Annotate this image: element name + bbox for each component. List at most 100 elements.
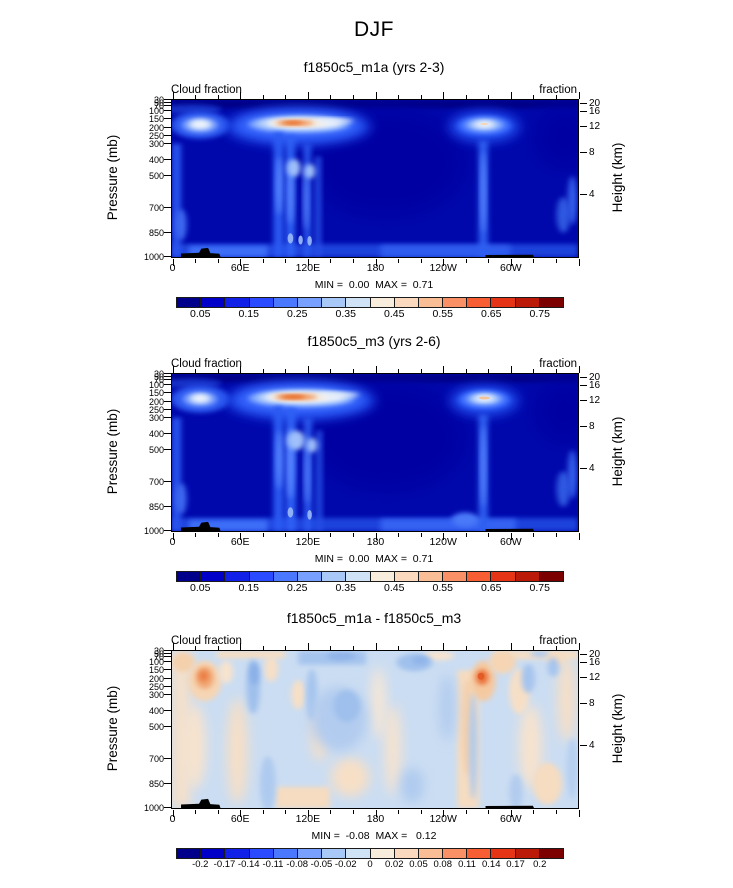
colorbar-tick-label: 0.45 [384, 308, 405, 320]
lon-tick [262, 259, 264, 263]
colorbar [176, 848, 564, 859]
lon-tick [172, 810, 174, 817]
panel-title: f1850c5_m3 (yrs 2-6) [307, 333, 441, 349]
height-tick [580, 151, 587, 153]
lon-tick [352, 259, 354, 263]
page-title: DJF [354, 18, 394, 41]
colorbar-tick-label: -0.14 [237, 859, 260, 870]
height-tick-label: 4 [589, 188, 595, 200]
colorbar-tick-label: -0.2 [192, 859, 209, 870]
colorbar-segment [346, 298, 371, 307]
pressure-tick-label: 50 [153, 372, 164, 383]
pressure-tick-label: 400 [148, 705, 164, 716]
pressure-tick-label: 150 [148, 665, 164, 676]
colorbar-tick-label: 0.14 [482, 859, 501, 870]
pressure-tick [164, 661, 171, 663]
lon-tick [262, 369, 264, 373]
lon-tick [330, 259, 332, 263]
lon-tick-label: 180 [366, 536, 385, 548]
lon-tick [352, 810, 354, 814]
lon-tick [533, 533, 535, 537]
lon-tick [510, 533, 512, 540]
lon-tick [420, 259, 422, 263]
lon-tick [488, 646, 490, 650]
lon-tick-label: 60W [500, 813, 522, 825]
colorbar-tick-label: 0.45 [384, 582, 405, 594]
colorbar-tick-label: 0.55 [432, 308, 453, 320]
topography-mask [485, 805, 535, 808]
lon-tick [172, 259, 174, 266]
lon-tick [195, 95, 197, 99]
minmax-label: MIN = -0.08 MAX = 0.12 [311, 830, 437, 842]
lon-tick [398, 810, 400, 814]
lon-tick [398, 369, 400, 373]
pressure-tick [164, 685, 171, 687]
lon-tick-label: 0 [169, 536, 176, 548]
lon-tick [510, 92, 512, 99]
lon-tick [578, 92, 580, 99]
colorbar-tick-label: -0.02 [334, 859, 357, 870]
lon-tick [285, 810, 287, 814]
lon-tick [240, 643, 242, 650]
height-tick-label: 16 [589, 656, 601, 668]
lon-tick [555, 95, 557, 99]
lon-tick [555, 646, 557, 650]
pressure-tick-label: 300 [148, 138, 164, 149]
colorbar-segment [273, 572, 298, 581]
lon-tick [262, 810, 264, 814]
lon-tick [375, 92, 377, 99]
colorbar-tick-label: 0.17 [506, 859, 525, 870]
lon-tick [465, 533, 467, 537]
lon-tick [488, 259, 490, 263]
lon-tick [375, 366, 377, 373]
pressure-tick-label: 500 [148, 445, 164, 456]
lon-tick [398, 95, 400, 99]
lon-tick [285, 533, 287, 537]
pressure-tick [164, 376, 171, 378]
lon-tick [217, 810, 219, 814]
lon-tick-label: 120E [295, 262, 321, 274]
lon-tick [307, 259, 309, 266]
height-tick [580, 110, 587, 112]
pressure-tick-label: 250 [148, 130, 164, 141]
lon-tick-label: 120W [429, 813, 457, 825]
plot-left-label: Cloud fraction [171, 358, 242, 370]
pressure-tick-label: 700 [148, 203, 164, 214]
pressure-tick-label: 30 [153, 95, 164, 105]
pressure-tick-label: 70 [153, 652, 164, 663]
lon-tick [555, 369, 557, 373]
colorbar-segment [249, 849, 274, 858]
contour-plot [171, 99, 579, 258]
colorbar-segment [394, 572, 419, 581]
pressure-tick [164, 134, 171, 136]
colorbar-tick-label: 0.15 [238, 582, 259, 594]
colorbar-tick-label: 0.25 [287, 582, 308, 594]
lon-tick [465, 259, 467, 263]
topography-mask [485, 528, 535, 531]
colorbar-segment [370, 298, 395, 307]
plot-right-label: fraction [539, 84, 577, 96]
height-tick-label: 4 [589, 462, 595, 474]
colorbar-segment [443, 849, 468, 858]
lon-tick [375, 533, 377, 540]
lon-tick-label: 120E [295, 813, 321, 825]
lon-tick [375, 259, 377, 266]
colorbar-tick-label: 0.65 [481, 308, 502, 320]
height-tick [580, 399, 587, 401]
lon-tick [307, 92, 309, 99]
height-tick [580, 103, 587, 105]
pressure-tick-label: 700 [148, 477, 164, 488]
lon-tick [172, 533, 174, 540]
pressure-tick [164, 677, 171, 679]
colorbar-segment [322, 572, 347, 581]
colorbar-tick-label: 0.15 [238, 308, 259, 320]
lon-tick [533, 810, 535, 814]
lon-tick [555, 533, 557, 537]
colorbar-segment [418, 298, 444, 307]
pressure-tick [164, 807, 171, 808]
lon-tick [262, 95, 264, 99]
pressure-tick-label: 300 [148, 412, 164, 423]
colorbar-segment [346, 572, 371, 581]
lon-tick-label: 60E [230, 813, 250, 825]
pressure-tick [164, 99, 171, 100]
